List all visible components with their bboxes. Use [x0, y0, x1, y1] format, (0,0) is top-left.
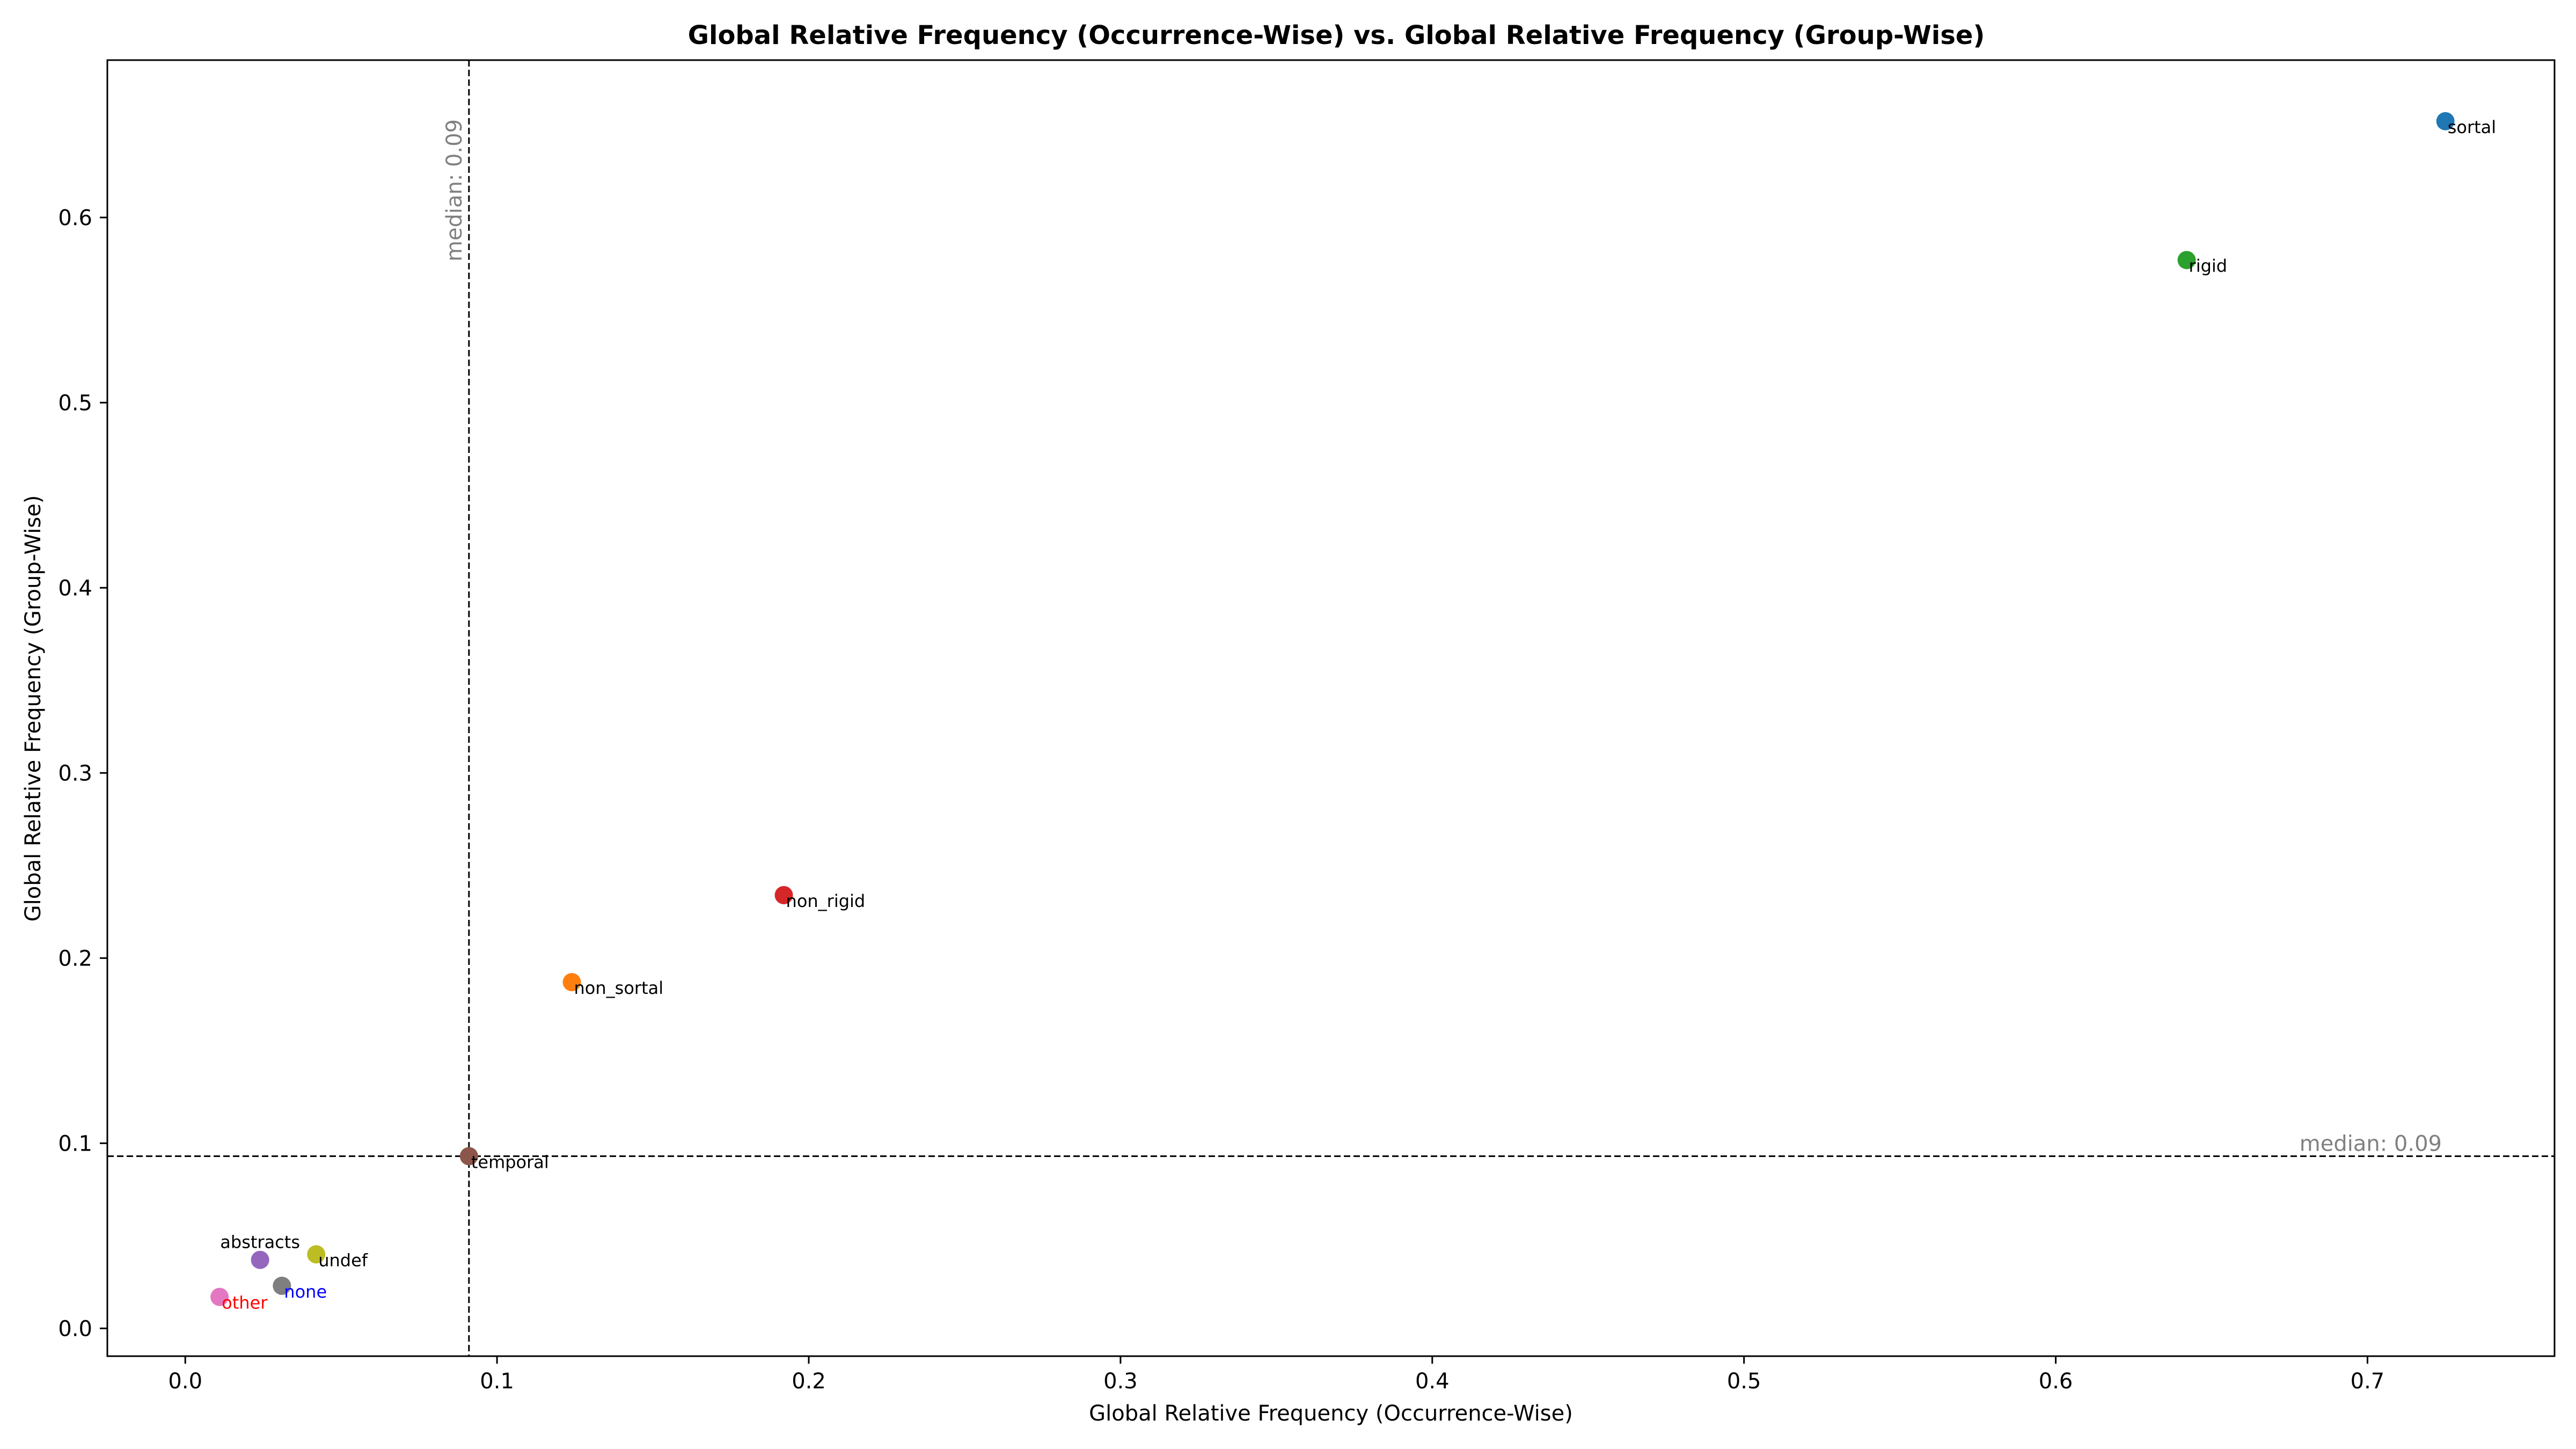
x-tick-label: 0.3	[1103, 1369, 1138, 1394]
y-axis: 0.0 0.1 0.2 0.3 0.4 0.5 0.6	[58, 206, 107, 1341]
point-non_rigid	[774, 885, 793, 904]
data-points: sortal rigid non_rigid non_sortal temporal ab…	[210, 112, 2496, 1313]
point-label-non_rigid: non_rigid	[786, 891, 866, 911]
point-label-other: other	[222, 1293, 268, 1313]
x-tick-label: 0.7	[2351, 1369, 2385, 1394]
y-tick-label: 0.3	[58, 761, 92, 786]
point-rigid	[2177, 251, 2196, 269]
x-tick-label: 0.2	[792, 1369, 826, 1394]
y-tick-label: 0.1	[58, 1131, 92, 1156]
x-tick-label: 0.6	[2039, 1369, 2073, 1394]
point-sortal	[2436, 112, 2455, 130]
point-label-rigid: rigid	[2189, 256, 2228, 276]
point-label-sortal: sortal	[2448, 117, 2496, 137]
y-tick-label: 0.5	[58, 391, 92, 415]
point-label-non_sortal: non_sortal	[574, 978, 664, 998]
point-label-abstracts: abstracts	[220, 1232, 300, 1253]
point-none	[273, 1276, 291, 1295]
point-label-temporal: temporal	[471, 1152, 549, 1172]
x-tick-label: 0.5	[1727, 1369, 1761, 1394]
x-axis-label: Global Relative Frequency (Occurrence-Wi…	[1089, 1401, 1573, 1426]
plot-frame	[106, 59, 2556, 1357]
y-tick-label: 0.0	[58, 1316, 92, 1341]
point-abstracts	[251, 1250, 269, 1269]
x-tick-label: 0.1	[480, 1369, 514, 1394]
point-temporal	[459, 1147, 478, 1166]
y-axis-label: Global Relative Frequency (Group-Wise)	[21, 495, 46, 922]
point-undef	[307, 1245, 326, 1264]
median-x-label: median: 0.09	[442, 119, 467, 261]
chart-title: Global Relative Frequency (Occurrence-Wi…	[688, 20, 1985, 50]
x-tick-label: 0.4	[1415, 1369, 1450, 1394]
point-other	[210, 1287, 229, 1306]
median-y-label: median: 0.09	[2300, 1131, 2442, 1156]
y-tick-label: 0.4	[58, 576, 92, 601]
y-tick-label: 0.6	[58, 206, 92, 230]
x-tick-label: 0.0	[168, 1369, 202, 1394]
y-tick-label: 0.2	[58, 946, 92, 971]
x-axis: 0.0 0.1 0.2 0.3 0.4 0.5 0.6 0.7	[168, 1356, 2384, 1394]
point-label-undef: undef	[318, 1250, 368, 1270]
point-non_sortal	[562, 973, 581, 992]
point-label-none: none	[284, 1282, 327, 1302]
